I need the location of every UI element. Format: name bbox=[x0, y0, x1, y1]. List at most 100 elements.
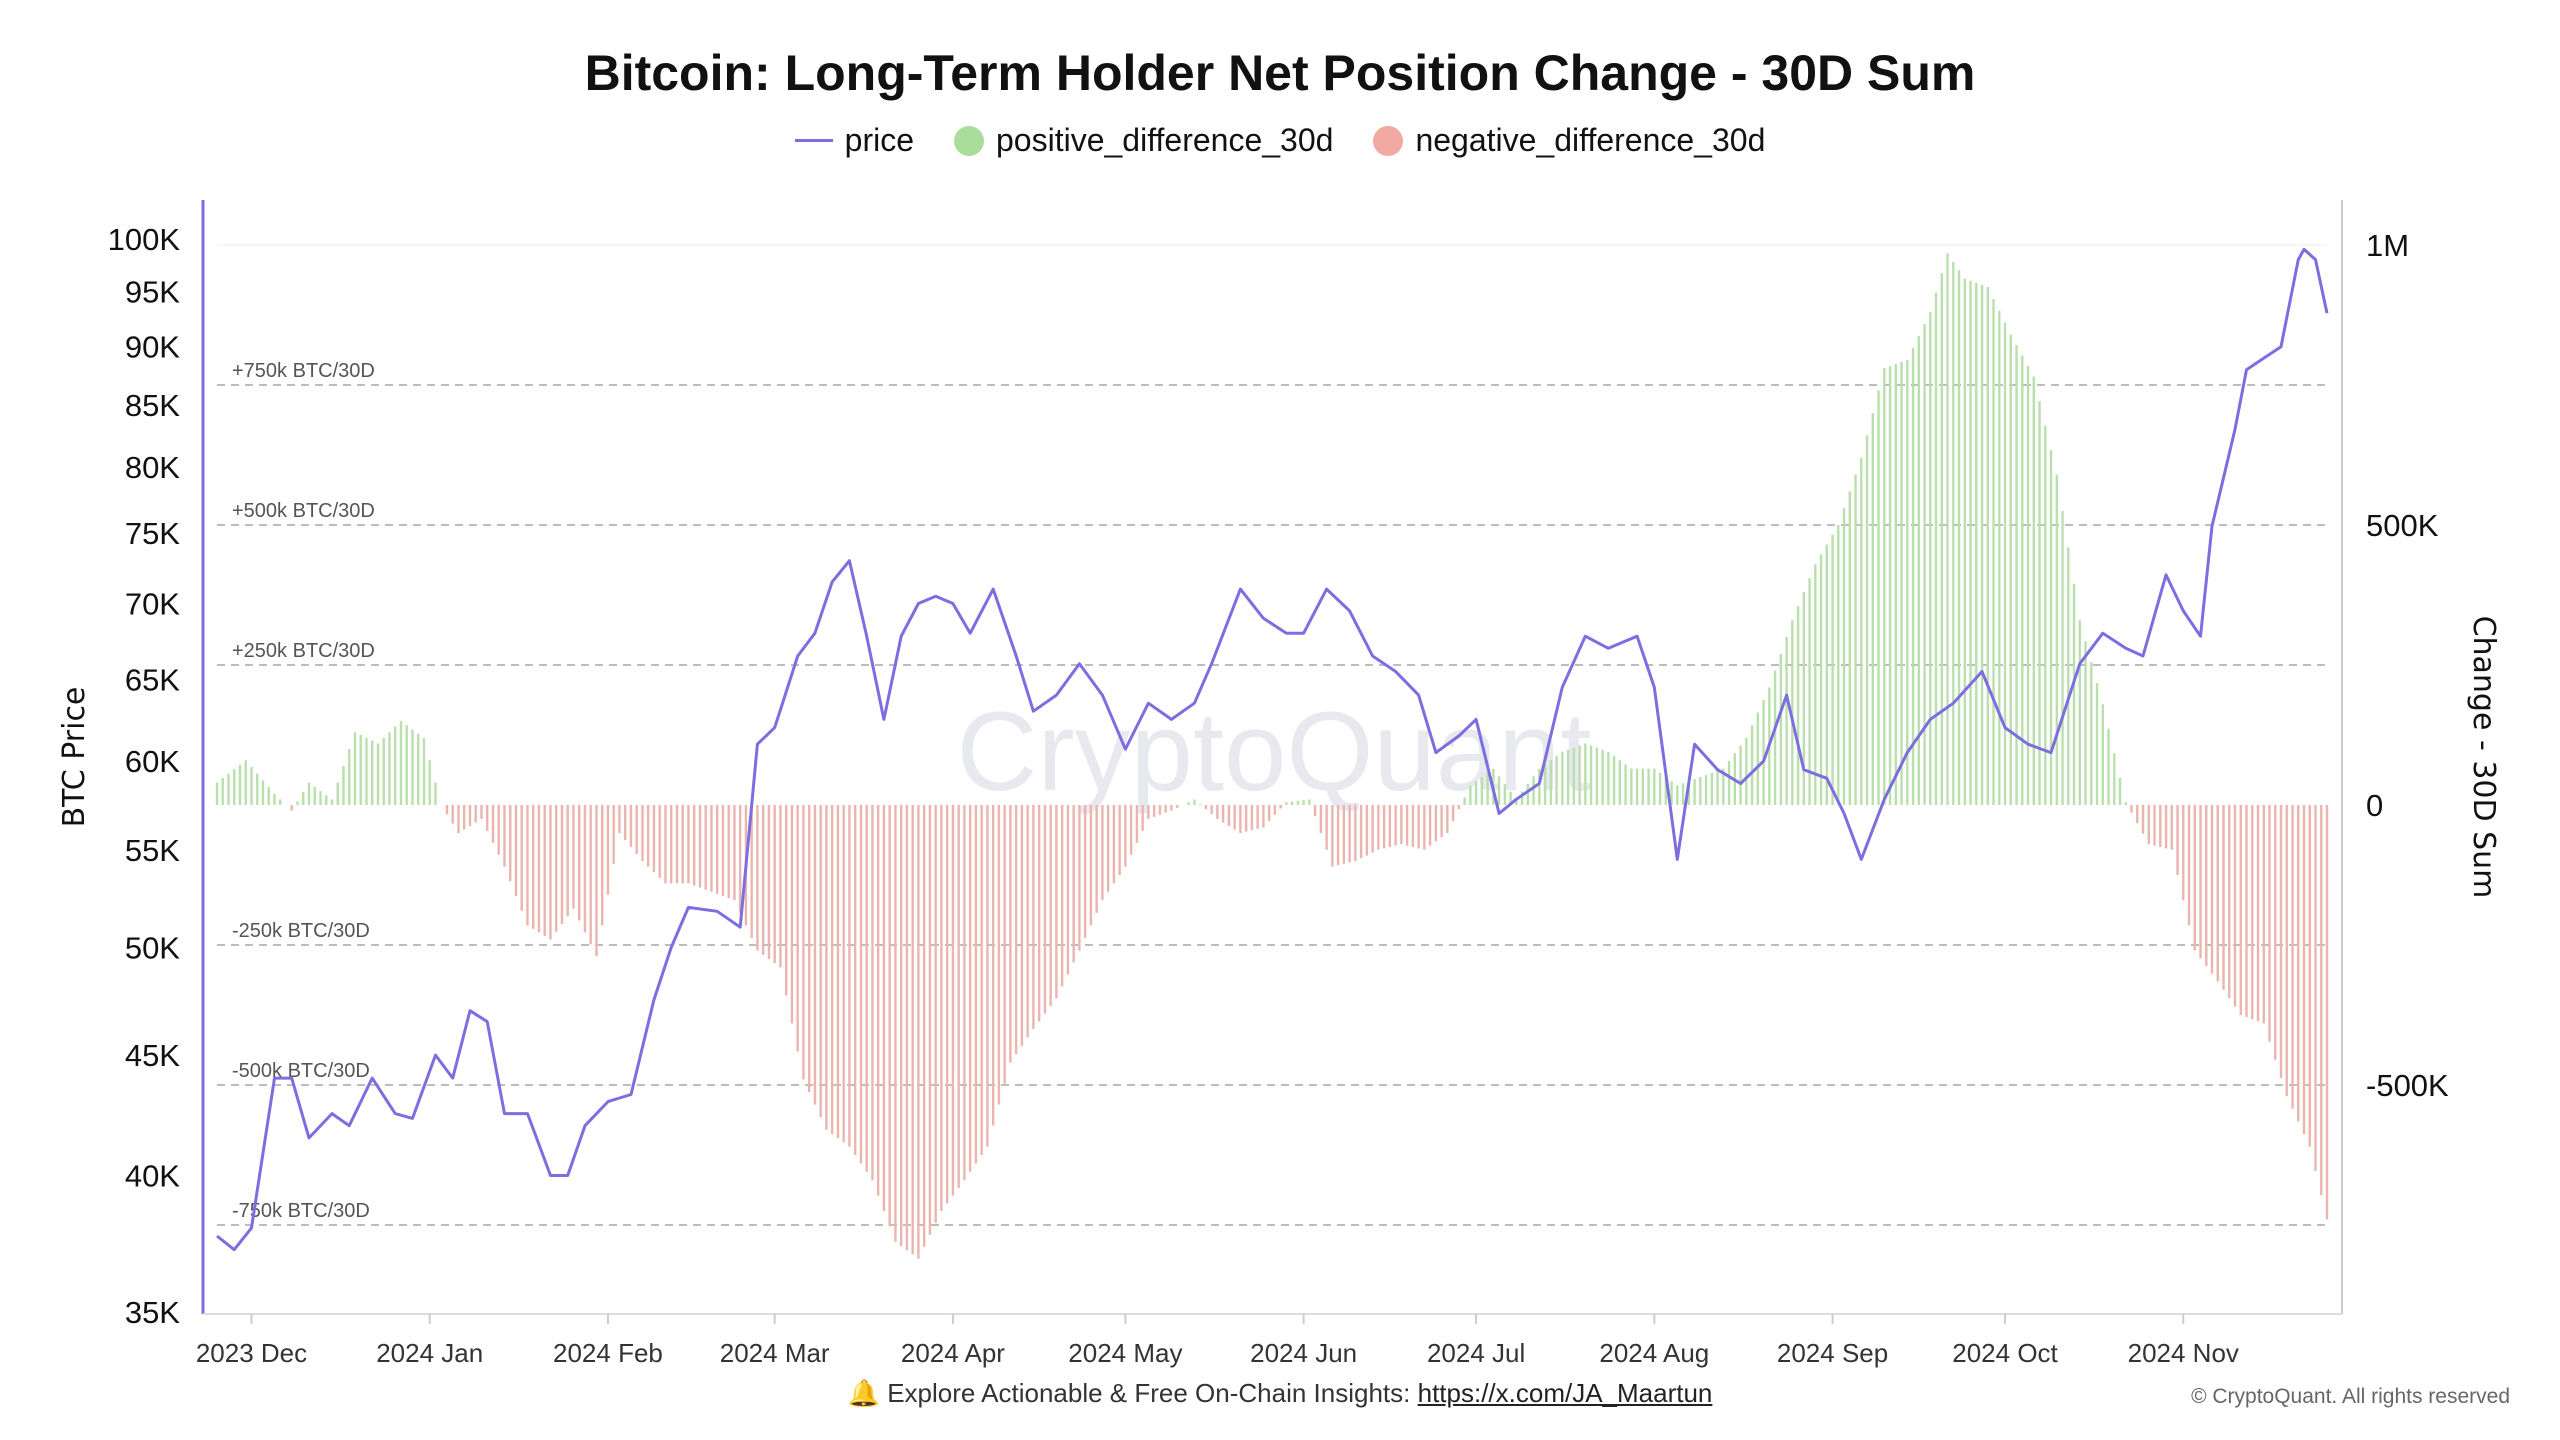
positive-bar bbox=[1607, 751, 1610, 805]
positive-bar bbox=[411, 729, 414, 805]
y-right-tick-label: 0 bbox=[2366, 788, 2383, 823]
negative-bar bbox=[692, 805, 696, 886]
negative-bar bbox=[2274, 805, 2277, 1060]
negative-bar bbox=[2308, 805, 2311, 1147]
negative-bar bbox=[802, 805, 805, 1080]
positive-bar bbox=[1860, 457, 1863, 805]
y-left-tick-label: 60K bbox=[125, 744, 180, 779]
positive-bar bbox=[2118, 777, 2122, 805]
legend: price positive_difference_30d negative_d… bbox=[0, 122, 2560, 159]
positive-bar bbox=[1750, 725, 1754, 805]
positive-bar bbox=[1676, 785, 1679, 805]
positive-bar bbox=[2090, 662, 2093, 805]
positive-bar bbox=[1612, 756, 1616, 805]
negative-bar bbox=[1141, 805, 1144, 831]
positive-bar bbox=[2049, 450, 2053, 805]
positive-bar bbox=[2067, 547, 2070, 805]
negative-bar bbox=[1210, 805, 1213, 815]
price-line bbox=[216, 247, 2329, 1252]
negative-bar bbox=[1083, 805, 1087, 938]
positive-bar bbox=[1722, 768, 1725, 805]
positive-bar bbox=[382, 737, 385, 805]
positive-bar bbox=[302, 791, 305, 805]
positive-bar bbox=[1538, 768, 1541, 805]
footer: 🔔 Explore Actionable & Free On-Chain Ins… bbox=[0, 1378, 2560, 1409]
positive-bar bbox=[2021, 355, 2024, 805]
negative-bar bbox=[917, 805, 920, 1259]
positive-bar bbox=[1865, 435, 1869, 805]
negative-bar bbox=[1112, 805, 1116, 884]
negative-bar bbox=[589, 805, 592, 945]
positive-bar bbox=[1998, 310, 2001, 805]
reference-line-label: -250k BTC/30D bbox=[232, 920, 370, 942]
negative-bar bbox=[2325, 805, 2329, 1220]
legend-item-negative[interactable]: negative_difference_30d bbox=[1373, 122, 1765, 159]
positive-bar bbox=[2015, 345, 2018, 805]
positive-bar bbox=[1296, 800, 1300, 805]
negative-bar bbox=[1066, 805, 1070, 975]
negative-bar bbox=[1354, 805, 1357, 861]
negative-bar bbox=[652, 805, 656, 873]
negative-bar bbox=[1106, 805, 1110, 892]
negative-bar bbox=[710, 805, 713, 892]
positive-bar bbox=[1699, 777, 1702, 805]
positive-bar bbox=[307, 782, 311, 805]
positive-bar bbox=[1963, 278, 1966, 806]
negative-bar bbox=[1221, 805, 1225, 823]
y-left-tick-label: 55K bbox=[125, 833, 180, 868]
positive-bar bbox=[250, 766, 253, 805]
y-left-tick-label: 85K bbox=[125, 388, 180, 423]
positive-bar bbox=[1900, 361, 1903, 805]
x-tick-label: 2024 Feb bbox=[553, 1338, 663, 1368]
negative-bar bbox=[2170, 805, 2173, 850]
x-tick-label: 2024 May bbox=[1068, 1338, 1182, 1368]
negative-bar bbox=[1037, 805, 1041, 1022]
legend-item-positive[interactable]: positive_difference_30d bbox=[954, 122, 1333, 159]
negative-bar bbox=[848, 805, 851, 1147]
positive-bar bbox=[1285, 802, 1288, 805]
positive-bar bbox=[365, 737, 368, 805]
negative-bar bbox=[1078, 805, 1081, 951]
negative-bar bbox=[1009, 805, 1012, 1063]
footer-link[interactable]: https://x.com/JA_Maartun bbox=[1417, 1378, 1713, 1408]
positive-bar bbox=[1687, 781, 1691, 805]
positive-bar bbox=[428, 760, 431, 805]
negative-bar bbox=[549, 805, 552, 940]
positive-bar bbox=[1198, 804, 1202, 805]
negative-bar bbox=[1129, 805, 1133, 855]
positive-bar bbox=[1187, 802, 1190, 805]
positive-bar bbox=[1779, 653, 1783, 805]
positive-bar bbox=[273, 793, 276, 805]
reference-line-label: +500k BTC/30D bbox=[232, 500, 375, 522]
negative-bar bbox=[1124, 805, 1127, 867]
negative-bar bbox=[618, 805, 621, 833]
positive-bar bbox=[1992, 298, 1995, 805]
positive-bar bbox=[2084, 641, 2087, 805]
negative-bar bbox=[486, 805, 489, 831]
negative-bar bbox=[1325, 805, 1328, 850]
negative-bar bbox=[721, 805, 725, 896]
negative-bar bbox=[2193, 805, 2196, 951]
negative-bar bbox=[1457, 805, 1461, 810]
negative-bar bbox=[532, 805, 535, 929]
positive-bar bbox=[2038, 401, 2041, 805]
y-left-tick-label: 40K bbox=[125, 1159, 180, 1194]
negative-bar bbox=[1239, 805, 1242, 833]
positive-bar bbox=[388, 732, 391, 805]
positive-bar bbox=[353, 732, 357, 805]
positive-bar bbox=[1946, 253, 1949, 805]
positive-bar bbox=[221, 778, 224, 805]
positive-bar bbox=[1877, 390, 1880, 805]
positive-bar bbox=[1584, 743, 1587, 805]
negative-bar bbox=[497, 805, 500, 855]
negative-bar bbox=[796, 805, 799, 1052]
positive-bar bbox=[2078, 620, 2081, 805]
positive-bar bbox=[1837, 525, 1840, 805]
negative-bar bbox=[606, 805, 610, 895]
negative-bar bbox=[445, 805, 449, 815]
legend-item-price[interactable]: price bbox=[794, 122, 914, 159]
negative-bar bbox=[2210, 805, 2214, 974]
negative-bar bbox=[790, 805, 794, 1024]
negative-bar bbox=[882, 805, 886, 1211]
y-right-tick-label: -500K bbox=[2366, 1068, 2449, 1103]
